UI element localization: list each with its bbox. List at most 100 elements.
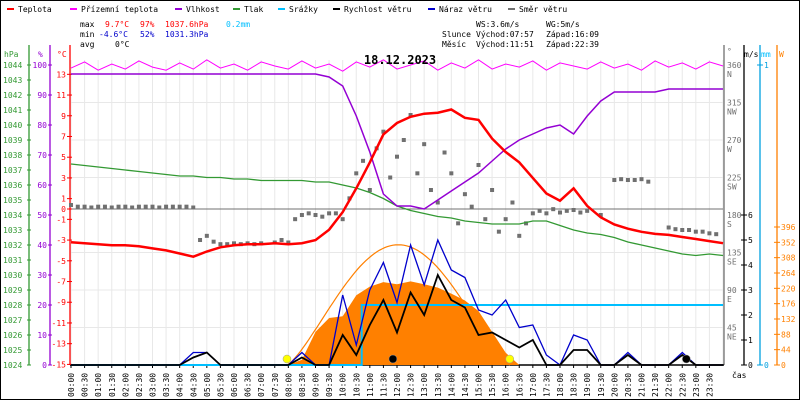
moonset-time: Západ:22:39: [546, 40, 599, 49]
time-tick-label: 03:30: [162, 373, 171, 397]
humidity-tick-label: 100: [33, 61, 48, 70]
direction-compass-label: NE: [727, 333, 737, 342]
wind-direction-point: [435, 200, 440, 205]
humidity-tick-label: 30: [37, 271, 47, 280]
time-tick-label: 07:30: [271, 373, 280, 397]
time-tick-label: 01:00: [94, 373, 103, 397]
axes: hPa% °C ° m/s mm W102410251026102710281029103…: [3, 45, 796, 397]
time-tick-label: 19:30: [597, 373, 606, 397]
wind-direction-point: [320, 214, 325, 219]
pressure-tick-label: 1033: [3, 226, 22, 235]
humidity-tick-label: 50: [37, 211, 47, 220]
wind-direction-point: [313, 213, 318, 218]
time-tick-label: 00:30: [81, 373, 90, 397]
time-tick-label: 20:30: [624, 373, 633, 397]
time-tick-label: 06:00: [230, 373, 239, 397]
wind-direction-point: [456, 221, 461, 226]
pressure-tick-label: 1031: [3, 256, 22, 265]
solar-tick-label: 220: [781, 284, 796, 293]
time-tick-label: 09:30: [325, 373, 334, 397]
wind-tick-label: 0: [748, 361, 753, 370]
time-tick-label: 17:30: [542, 373, 551, 397]
solar-tick-label: 308: [781, 254, 796, 263]
wind-direction-point: [340, 217, 345, 222]
humidity-tick-label: 40: [37, 241, 47, 250]
time-tick-label: 10:00: [339, 373, 348, 397]
wind-speed-line: [71, 272, 723, 366]
pressure-tick-label: 1041: [3, 106, 22, 115]
legend-label: Tlak: [244, 5, 263, 14]
solar-unit: W: [779, 50, 784, 59]
pressure-tick-label: 1032: [3, 241, 22, 250]
wind-direction-point: [707, 231, 712, 236]
direction-compass-label: W: [727, 145, 732, 154]
wind-direction-point: [191, 205, 196, 210]
time-tick-label: 08:30: [298, 373, 307, 397]
wind-direction-point: [218, 242, 223, 247]
direction-compass-label: N: [727, 70, 732, 79]
wind-direction-point: [157, 205, 162, 210]
legend-label: Přízemní teplota: [81, 5, 158, 14]
wind-direction-point: [422, 142, 427, 147]
wind-direction-point: [469, 204, 474, 209]
time-tick-label: 21:30: [651, 373, 660, 397]
moon-label: Měsíc: [442, 40, 466, 49]
stats-pres-max: 1037.6hPa: [165, 20, 209, 29]
stats-hum-max: 97%: [140, 20, 155, 29]
stats-wind-speed: WS:3.6m/s: [476, 20, 520, 29]
time-tick-label: 13:00: [420, 373, 429, 397]
pressure-tick-label: 1024: [3, 361, 22, 370]
wind-direction-point: [578, 210, 583, 215]
stats-avg-label: avg: [80, 40, 95, 49]
solar-radiation-area: [71, 281, 723, 365]
wind-direction-point: [361, 158, 366, 163]
time-tick-label: 02:00: [121, 373, 130, 397]
wind-direction-point: [82, 204, 87, 209]
stats-temp-min: -4.6°C: [99, 30, 128, 39]
time-tick-label: 09:00: [312, 373, 321, 397]
time-tick-label: 14:30: [461, 373, 470, 397]
temperature-tick-label: -3: [56, 236, 66, 245]
time-axis-label: čas: [732, 370, 747, 380]
humidity-tick-label: 90: [37, 91, 47, 100]
wind-direction-point: [75, 204, 80, 209]
time-tick-label: 12:00: [393, 373, 402, 397]
solar-tick-label: 352: [781, 238, 796, 247]
solar-tick-label: 0: [781, 361, 786, 370]
wind-direction-point: [293, 217, 298, 222]
solar-tick-label: 176: [781, 300, 796, 309]
time-tick-label: 22:30: [678, 373, 687, 397]
solar-tick-label: 44: [781, 346, 791, 355]
time-tick-label: 05:30: [216, 373, 225, 397]
wind-direction-point: [225, 242, 230, 247]
pressure-tick-label: 1028: [3, 301, 22, 310]
wind-direction-point: [136, 204, 141, 209]
temperature-unit: °C: [57, 50, 67, 59]
sunrise-time: Východ:07:57: [476, 30, 534, 39]
wind-direction-point: [496, 229, 501, 234]
wind-direction-point: [558, 210, 562, 215]
wind-direction-point: [462, 192, 467, 197]
stats-rain-sum: 0.2mm: [226, 20, 250, 29]
pressure-tick-label: 1037: [3, 166, 22, 175]
time-tick-label: 23:30: [705, 373, 714, 397]
time-tick-label: 22:00: [665, 373, 674, 397]
sunrise-marker: [282, 354, 292, 364]
direction-compass-label: SE: [727, 258, 737, 267]
time-tick-label: 01:30: [108, 373, 117, 397]
wind-direction-point: [625, 178, 630, 183]
time-tick-label: 10:30: [352, 373, 361, 397]
temperature-tick-label: 11: [56, 91, 66, 100]
moonset-marker: [682, 354, 691, 364]
time-tick-label: 02:30: [135, 373, 144, 397]
wind-tick-label: 5: [748, 236, 753, 245]
wind-direction-point: [571, 208, 576, 213]
wind-direction-point: [102, 204, 107, 209]
temperature-tick-label: -15: [52, 360, 67, 369]
time-tick-label: 08:00: [284, 373, 293, 397]
pressure-tick-label: 1026: [3, 331, 22, 340]
wind-direction-point: [693, 229, 698, 234]
wind-direction-point: [123, 204, 128, 209]
wind-direction-point: [177, 204, 182, 209]
time-tick-label: 11:00: [366, 373, 375, 397]
